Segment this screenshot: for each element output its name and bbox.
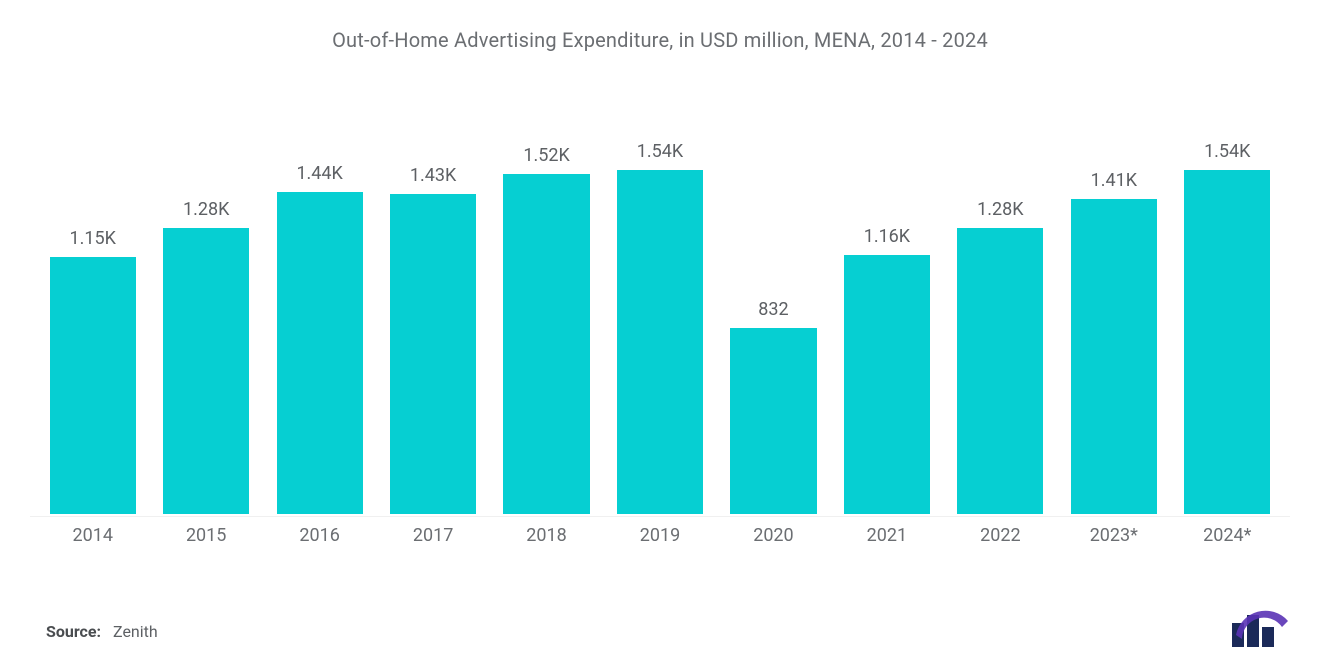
bar-value-label: 1.54K: [1204, 141, 1250, 162]
brand-logo-icon: [1230, 609, 1290, 649]
bar-column: 1.43K: [376, 134, 489, 514]
bar: [617, 170, 703, 514]
source-attribution: Source: Zenith: [46, 622, 158, 641]
bar-column: 832: [717, 134, 830, 514]
bar-value-label: 1.44K: [296, 163, 342, 184]
bar-column: 1.54K: [603, 134, 716, 514]
bar-value-label: 1.41K: [1091, 170, 1137, 191]
bar: [503, 174, 589, 514]
bar-value-label: 1.43K: [410, 165, 456, 186]
x-axis-tick: 2020: [717, 517, 830, 552]
bar-column: 1.52K: [490, 134, 603, 514]
bar: [844, 255, 930, 514]
bar-column: 1.15K: [36, 134, 149, 514]
x-axis: 2014201520162017201820192020202120222023…: [30, 516, 1290, 552]
x-axis-tick: 2019: [603, 517, 716, 552]
x-axis-tick: 2016: [263, 517, 376, 552]
bar-column: 1.28K: [149, 134, 262, 514]
x-axis-tick: 2024*: [1171, 517, 1284, 552]
x-axis-tick: 2021: [830, 517, 943, 552]
chart-container: Out-of-Home Advertising Expenditure, in …: [0, 0, 1320, 665]
x-axis-tick: 2015: [149, 517, 262, 552]
bar: [1071, 199, 1157, 514]
plot-area: 1.15K 1.28K 1.44K 1.43K 1.52K 1.54K 832 1.16K 1.…: [30, 92, 1290, 552]
bar-value-label: 1.16K: [864, 226, 910, 247]
bar: [957, 228, 1043, 514]
bar-column: 1.28K: [944, 134, 1057, 514]
brand-logo: [1230, 609, 1290, 649]
bar-value-label: 1.15K: [70, 228, 116, 249]
bar-column: 1.54K: [1171, 134, 1284, 514]
bar-column: 1.41K: [1057, 134, 1170, 514]
bar-value-label: 1.28K: [977, 199, 1023, 220]
bar-value-label: 832: [758, 299, 788, 320]
bar-column: 1.44K: [263, 134, 376, 514]
bar: [277, 192, 363, 514]
bar: [730, 328, 816, 514]
bar: [163, 228, 249, 514]
bar: [390, 194, 476, 514]
x-axis-tick: 2018: [490, 517, 603, 552]
source-value: Zenith: [113, 622, 158, 641]
source-label: Source:: [46, 622, 101, 641]
bar-column: 1.16K: [830, 134, 943, 514]
bar-value-label: 1.28K: [183, 199, 229, 220]
bars-row: 1.15K 1.28K 1.44K 1.43K 1.52K 1.54K 832 1.16K 1.…: [30, 134, 1290, 514]
bar: [50, 257, 136, 514]
x-axis-tick: 2014: [36, 517, 149, 552]
x-axis-tick: 2017: [376, 517, 489, 552]
chart-title: Out-of-Home Advertising Expenditure, in …: [30, 28, 1290, 52]
x-axis-tick: 2022: [944, 517, 1057, 552]
bar-value-label: 1.54K: [637, 141, 683, 162]
bar: [1184, 170, 1270, 514]
x-axis-tick: 2023*: [1057, 517, 1170, 552]
bar-value-label: 1.52K: [523, 145, 569, 166]
